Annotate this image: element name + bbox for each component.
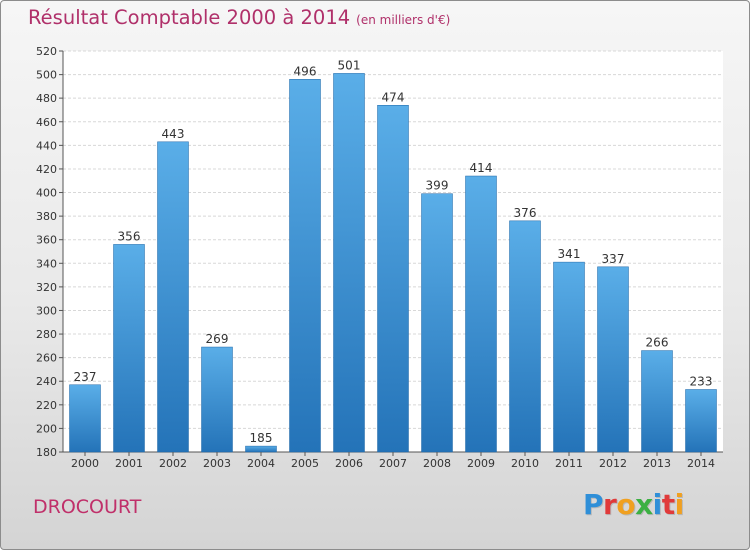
x-tick-label: 2000 (71, 457, 99, 470)
chart-subtitle: (en milliers d'€) (356, 13, 451, 27)
data-label: 443 (162, 127, 185, 141)
bar (201, 346, 233, 453)
bar (465, 175, 497, 453)
y-tick-label: 460 (36, 116, 57, 129)
bar (597, 266, 629, 453)
y-tick-label: 440 (36, 139, 57, 152)
y-tick-label: 360 (36, 234, 57, 247)
bar (421, 193, 453, 453)
chart-title: Résultat Comptable 2000 à 2014 (en millie… (28, 6, 450, 29)
bar (245, 445, 277, 453)
data-label: 185 (250, 431, 273, 445)
x-tick-label: 2006 (335, 457, 363, 470)
y-tick-label: 380 (36, 210, 57, 223)
x-tick-label: 2005 (291, 457, 319, 470)
data-label: 399 (426, 179, 449, 193)
bar (69, 384, 101, 453)
data-label: 414 (470, 161, 493, 175)
data-label: 496 (294, 64, 317, 78)
data-label: 376 (514, 206, 537, 220)
data-label: 269 (206, 332, 229, 346)
bar (685, 389, 717, 453)
logo-letter: x (635, 488, 653, 521)
y-tick-label: 220 (36, 399, 57, 412)
data-label: 474 (382, 90, 405, 104)
logo-letter: t (661, 488, 675, 521)
x-tick-label: 2011 (555, 457, 583, 470)
y-tick-label: 200 (36, 422, 57, 435)
y-tick-label: 480 (36, 92, 57, 105)
x-tick-label: 2007 (379, 457, 407, 470)
x-tick-label: 2012 (599, 457, 627, 470)
bar (333, 73, 365, 453)
x-tick-label: 2001 (115, 457, 143, 470)
x-tick-label: 2004 (247, 457, 275, 470)
x-tick-label: 2014 (687, 457, 715, 470)
y-tick-label: 240 (36, 375, 57, 388)
y-tick-label: 260 (36, 352, 57, 365)
data-label: 501 (338, 58, 361, 72)
bar (641, 350, 673, 453)
logo-letter: o (616, 488, 636, 521)
y-tick-label: 400 (36, 187, 57, 200)
x-tick-label: 2013 (643, 457, 671, 470)
y-tick-label: 520 (36, 45, 57, 58)
y-tick-label: 180 (36, 446, 57, 459)
logo-letter: r (603, 488, 617, 521)
data-label: 266 (646, 336, 669, 350)
y-tick-label: 420 (36, 163, 57, 176)
y-tick-label: 300 (36, 304, 57, 317)
bar (377, 105, 409, 453)
data-label: 237 (74, 370, 97, 384)
x-tick-label: 2010 (511, 457, 539, 470)
y-tick-label: 500 (36, 69, 57, 82)
town-name: DROCOURT (33, 496, 142, 518)
chart-title-text: Résultat Comptable 2000 à 2014 (28, 6, 351, 29)
data-label: 233 (690, 374, 713, 388)
logo-letter: i (652, 488, 663, 521)
logo-letter: i (674, 488, 685, 521)
x-tick-label: 2002 (159, 457, 187, 470)
data-label: 341 (558, 247, 581, 261)
data-label: 356 (118, 229, 141, 243)
x-tick-label: 2009 (467, 457, 495, 470)
x-tick-label: 2003 (203, 457, 231, 470)
data-label: 337 (602, 252, 625, 266)
bar (157, 141, 189, 453)
bar (289, 79, 321, 453)
y-tick-label: 340 (36, 257, 57, 270)
bar (553, 261, 585, 453)
logo-letter: P (583, 488, 604, 521)
bar (113, 244, 145, 453)
bar (509, 220, 541, 453)
x-tick-label: 2008 (423, 457, 451, 470)
y-tick-label: 280 (36, 328, 57, 341)
y-tick-label: 320 (36, 281, 57, 294)
